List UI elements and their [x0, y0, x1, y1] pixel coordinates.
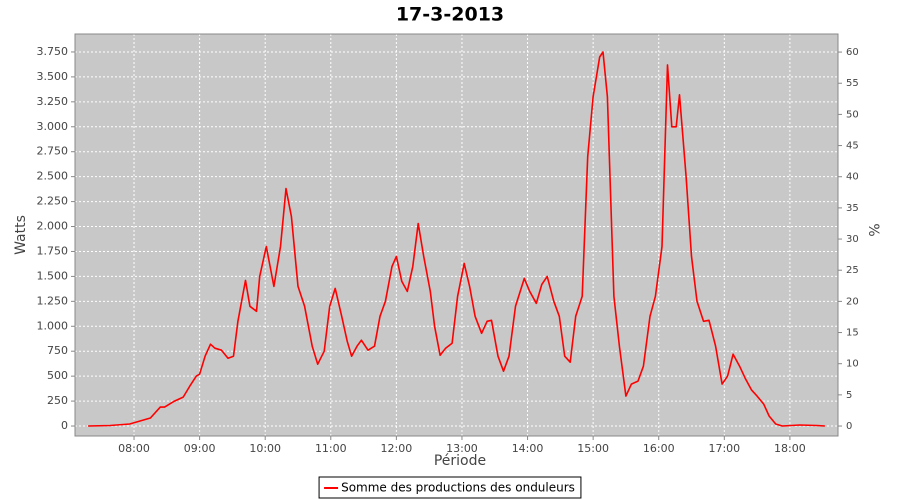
y2-tick-label: 50: [846, 109, 859, 120]
legend: Somme des productions des onduleurs: [318, 476, 582, 499]
y-tick-label: 2.250: [37, 195, 69, 208]
y-tick-label: 1.750: [37, 244, 69, 257]
legend-box: [318, 476, 582, 499]
chart-title: 17-3-2013: [396, 4, 504, 26]
y2-tick-label: 20: [846, 296, 859, 307]
x-tick-label: 14:00: [512, 442, 544, 455]
x-tick-label: 11:00: [315, 442, 347, 455]
x-tick-label: 17:00: [708, 442, 740, 455]
x-tick-label: 15:00: [577, 442, 609, 455]
y2-tick-label: 25: [846, 265, 859, 276]
y-tick-label: 1.000: [37, 319, 69, 332]
x-axis-title: Période: [434, 453, 486, 469]
y2-tick-label: 15: [846, 328, 859, 339]
y2-tick-label: 30: [846, 234, 859, 245]
y2-tick-label: 10: [846, 359, 859, 370]
y2-tick-label: 5: [846, 390, 852, 401]
y-tick-label: 2.000: [37, 220, 69, 233]
y2-tick-label: 35: [846, 203, 859, 214]
x-tick-label: 12:00: [381, 442, 413, 455]
y2-tick-label: 0: [846, 421, 852, 432]
x-tick-label: 18:00: [774, 442, 806, 455]
y-tick-label: 0: [61, 419, 68, 432]
x-tick-label: 13:00: [446, 442, 478, 455]
y-tick-label: 1.250: [37, 294, 69, 307]
y-tick-label: 250: [47, 394, 68, 407]
data-line: [88, 51, 825, 427]
y2-axis-title: %: [865, 223, 881, 236]
x-tick-label: 09:00: [184, 442, 216, 455]
y-tick-label: 1.500: [37, 269, 69, 282]
plot-border: [74, 33, 839, 437]
legend-label: Somme des productions des onduleurs: [341, 481, 575, 495]
y-tick-label: 3.250: [37, 95, 69, 108]
y2-tick-label: 55: [846, 78, 859, 89]
x-tick-label: 16:00: [643, 442, 675, 455]
y-tick-label: 500: [47, 369, 68, 382]
y2-tick-label: 40: [846, 172, 859, 183]
y-tick-label: 750: [47, 344, 68, 357]
y-tick-label: 3.750: [37, 45, 69, 58]
x-tick-label: 08:00: [118, 442, 150, 455]
x-tick-label: 10:00: [249, 442, 281, 455]
y-tick-label: 3.500: [37, 70, 69, 83]
y-tick-label: 2.750: [37, 145, 69, 158]
plot-background: [75, 34, 838, 436]
y-tick-label: 2.500: [37, 170, 69, 183]
y-tick-label: 3.000: [37, 120, 69, 133]
y2-tick-label: 60: [846, 47, 859, 58]
y2-tick-label: 45: [846, 141, 859, 152]
y-axis-title: Watts: [13, 215, 29, 255]
